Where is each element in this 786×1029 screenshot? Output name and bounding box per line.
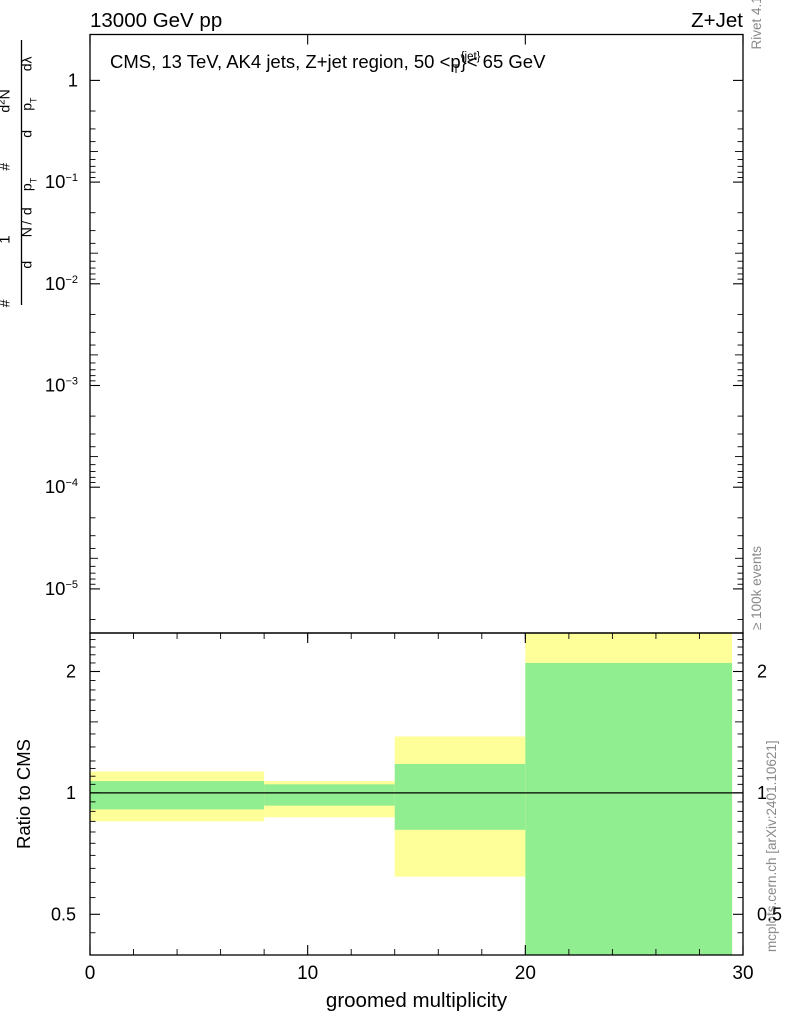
svg-text:Z+Jet: Z+Jet: [691, 9, 743, 32]
svg-text:dλ: dλ: [19, 56, 35, 71]
svg-text:/: /: [20, 221, 35, 225]
svg-text:2: 2: [66, 662, 76, 682]
svg-text:groomed multiplicity: groomed multiplicity: [326, 989, 508, 1012]
svg-text:30: 30: [732, 963, 753, 984]
svg-text:10: 10: [297, 963, 318, 984]
svg-text:20: 20: [515, 963, 536, 984]
svg-text:≥ 100k events: ≥ 100k events: [749, 546, 764, 630]
svg-text:2: 2: [757, 662, 767, 682]
svg-text:1: 1: [66, 783, 76, 803]
svg-text:1: 1: [757, 783, 767, 803]
svg-text:#: #: [0, 163, 13, 171]
svg-text:N: N: [19, 227, 35, 237]
svg-text:1: 1: [0, 235, 14, 243]
svg-text:0: 0: [85, 963, 96, 984]
svg-text:1: 1: [68, 69, 78, 90]
svg-text:0.5: 0.5: [51, 904, 76, 924]
svg-text:Rivet 4.1.0,: Rivet 4.1.0,: [749, 0, 764, 50]
svg-text:d: d: [19, 130, 35, 138]
svg-text:Ratio to CMS: Ratio to CMS: [13, 739, 34, 849]
svg-text:d: d: [19, 261, 35, 269]
svg-text:#: #: [0, 299, 13, 307]
svg-text:0.5: 0.5: [757, 904, 782, 924]
svg-text:d: d: [19, 207, 35, 215]
svg-text:13000 GeV pp: 13000 GeV pp: [90, 9, 222, 32]
